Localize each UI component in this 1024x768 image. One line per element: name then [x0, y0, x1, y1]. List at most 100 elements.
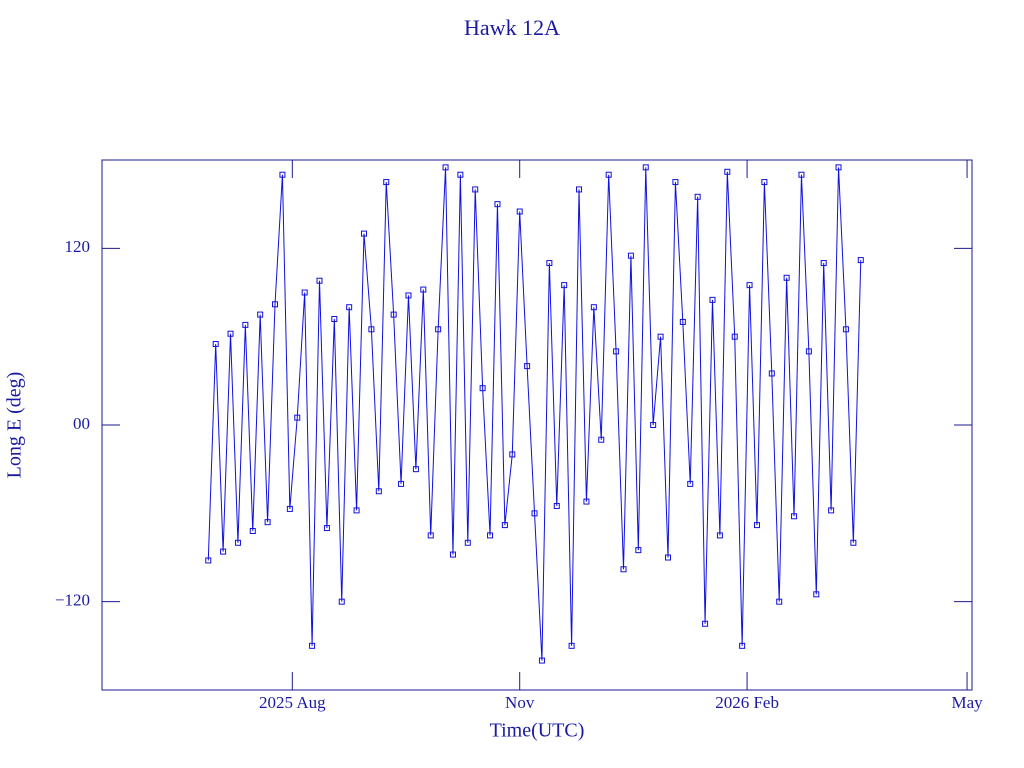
- point: [524, 363, 531, 370]
- point: [509, 451, 516, 458]
- point: [783, 274, 790, 281]
- series-line: [207, 167, 862, 661]
- point: [464, 539, 471, 546]
- point: [212, 341, 219, 348]
- point: [672, 179, 679, 186]
- point: [694, 193, 701, 200]
- point: [338, 598, 345, 605]
- point: [598, 436, 605, 443]
- x-axis-label: Time(UTC): [490, 720, 585, 742]
- point: [613, 348, 620, 355]
- point: [731, 333, 738, 340]
- point: [753, 522, 760, 529]
- point: [828, 507, 835, 514]
- point: [664, 554, 671, 561]
- point: [776, 598, 783, 605]
- x-tick-label: May: [951, 693, 983, 712]
- y-tick-label: 120: [65, 237, 91, 256]
- point: [820, 260, 827, 267]
- point: [605, 171, 612, 178]
- point: [316, 277, 323, 284]
- point: [301, 289, 308, 296]
- point: [383, 179, 390, 186]
- point: [220, 548, 227, 555]
- point: [390, 311, 397, 318]
- y-tick-label: −120: [55, 591, 90, 610]
- point: [286, 505, 293, 512]
- point: [398, 480, 405, 487]
- point: [353, 507, 360, 514]
- point: [850, 539, 857, 546]
- point: [798, 171, 805, 178]
- chart-title: Hawk 12A: [464, 15, 560, 40]
- point: [531, 510, 538, 517]
- point: [234, 539, 241, 546]
- point: [576, 186, 583, 193]
- point: [412, 466, 419, 473]
- point: [516, 208, 523, 215]
- point: [323, 525, 330, 532]
- point: [761, 179, 768, 186]
- point: [405, 292, 412, 299]
- point: [368, 326, 375, 333]
- point: [687, 480, 694, 487]
- point: [487, 532, 494, 539]
- point: [346, 304, 353, 311]
- point: [709, 296, 716, 303]
- point: [257, 311, 264, 318]
- point: [857, 257, 864, 264]
- point: [494, 201, 501, 208]
- point: [479, 385, 486, 392]
- point: [679, 318, 686, 325]
- point: [768, 370, 775, 377]
- point: [650, 422, 657, 428]
- point: [375, 488, 382, 495]
- point: [264, 519, 271, 526]
- point: [546, 260, 553, 267]
- point: [309, 642, 316, 649]
- point: [635, 547, 642, 554]
- point: [427, 532, 434, 539]
- point: [590, 304, 597, 311]
- point: [279, 171, 286, 178]
- point: [538, 657, 545, 664]
- point: [642, 164, 649, 171]
- point: [442, 164, 449, 171]
- y-axis-label: Long E (deg): [4, 372, 26, 479]
- point: [561, 282, 568, 289]
- point: [420, 286, 427, 293]
- point: [449, 551, 456, 558]
- point: [583, 498, 590, 505]
- point: [331, 316, 338, 322]
- point: [242, 321, 249, 328]
- point: [227, 330, 234, 337]
- point: [553, 502, 560, 509]
- point: [360, 230, 367, 237]
- point: [724, 168, 731, 175]
- point: [457, 171, 464, 178]
- point: [716, 532, 723, 539]
- point: [835, 164, 842, 171]
- point: [739, 642, 746, 649]
- y-tick-label: 00: [73, 414, 90, 433]
- point: [435, 326, 442, 333]
- point: [627, 252, 634, 259]
- point: [702, 620, 709, 627]
- point: [472, 186, 479, 193]
- point: [294, 414, 301, 421]
- point: [501, 522, 508, 529]
- point: [249, 528, 256, 534]
- x-tick-label: Nov: [505, 693, 535, 712]
- point: [272, 301, 279, 308]
- point: [568, 642, 575, 649]
- point: [205, 557, 212, 564]
- x-tick-label: 2026 Feb: [715, 693, 779, 712]
- point: [657, 333, 664, 340]
- point: [813, 591, 820, 598]
- x-tick-label: 2025 Aug: [259, 693, 326, 712]
- point: [842, 326, 849, 333]
- point: [791, 513, 798, 520]
- point: [746, 282, 753, 289]
